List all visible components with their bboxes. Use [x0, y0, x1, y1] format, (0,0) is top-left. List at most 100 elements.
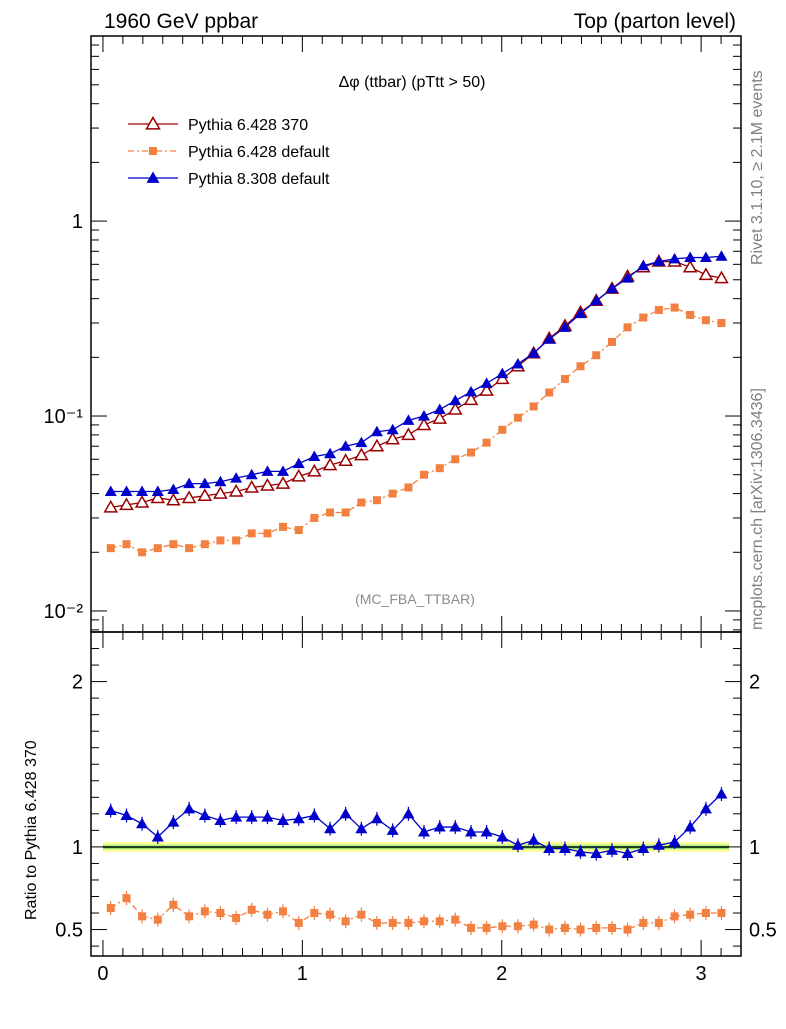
data-point — [402, 414, 415, 425]
data-point — [355, 436, 368, 448]
ratio-data-point — [370, 812, 383, 824]
data-point — [247, 529, 256, 538]
ratio-data-point — [511, 839, 524, 850]
side-mcplots-label: mcplots.cern.ch [arXiv:1306.3436] — [749, 388, 766, 630]
header-left: 1960 GeV ppbar — [104, 10, 258, 33]
data-point — [386, 423, 399, 435]
data-point — [637, 259, 650, 271]
data-point — [404, 483, 413, 492]
ratio-data-point — [310, 909, 319, 918]
header-right: Top (parton level) — [574, 10, 736, 33]
data-point — [479, 383, 494, 396]
data-point — [463, 392, 479, 406]
ratio-data-point — [637, 842, 650, 854]
data-point — [307, 463, 322, 477]
data-point — [263, 529, 272, 538]
data-point — [670, 303, 679, 312]
data-point — [136, 485, 149, 497]
data-point — [576, 362, 585, 371]
ratio-data-point — [198, 809, 211, 820]
data-point — [260, 478, 275, 491]
ratio-data-point — [574, 845, 587, 857]
data-point — [480, 377, 493, 388]
ratio-data-point — [560, 923, 569, 932]
data-point — [277, 465, 290, 476]
data-point — [261, 465, 274, 476]
data-point — [498, 425, 507, 434]
ratio-data-point — [214, 814, 227, 825]
data-point — [185, 544, 194, 553]
series-line — [110, 260, 722, 508]
data-point — [701, 316, 710, 325]
legend-marker — [146, 171, 160, 183]
ratio-data-point — [185, 912, 194, 921]
ratio-y-tick-label: 1 — [72, 837, 83, 859]
data-point — [449, 394, 462, 406]
data-point — [416, 417, 432, 431]
ratio-data-point — [261, 811, 274, 822]
data-point — [214, 475, 227, 487]
legend: Pythia 6.428 370 Pythia 6.428 default Pyth… — [128, 115, 330, 188]
data-point — [623, 323, 632, 332]
ratio-data-point — [136, 817, 149, 829]
data-point — [244, 479, 259, 493]
data-point — [527, 347, 540, 358]
side-rivet-label: Rivet 3.1.10, ≥ 2.1M events — [749, 70, 766, 265]
data-point — [385, 431, 400, 445]
ratio-data-point — [543, 842, 556, 854]
data-point — [275, 476, 291, 489]
ratio-data-point — [277, 814, 290, 825]
ratio-data-point — [232, 913, 241, 922]
data-point — [339, 440, 352, 451]
main-plot: 10⁻² 10⁻¹ 1 Δφ (ttbar) (pTtt > 50) (MC_FBA… — [44, 35, 742, 633]
ratio-data-point — [684, 821, 697, 832]
ratio-data-point — [167, 816, 180, 827]
ratio-series-1 — [104, 787, 728, 861]
ratio-ylabel: Ratio to Pythia 6.428 370 — [23, 740, 40, 920]
data-point — [668, 252, 681, 264]
ratio-data-point — [717, 909, 726, 918]
ratio-data-point — [151, 830, 164, 842]
plot-title: Δφ (ttbar) (pTtt > 50) — [339, 74, 486, 91]
series-2 — [104, 250, 728, 497]
ratio-data-point — [247, 905, 256, 914]
data-point — [169, 540, 178, 549]
legend-marker — [149, 147, 157, 155]
data-point — [216, 536, 225, 545]
data-point — [545, 388, 554, 397]
data-point — [232, 536, 241, 545]
data-point — [197, 488, 213, 501]
ratio-plot-series — [104, 787, 728, 937]
data-point — [151, 485, 164, 497]
data-point — [639, 313, 648, 322]
ratio-data-point — [480, 826, 493, 837]
data-point — [213, 486, 228, 499]
data-point — [511, 357, 524, 369]
legend-label: Pythia 6.428 default — [188, 144, 330, 161]
ratio-data-point — [621, 847, 634, 859]
ratio-data-point — [263, 910, 272, 919]
data-point — [401, 427, 416, 441]
ratio-plot-band — [102, 841, 730, 852]
data-point — [543, 333, 556, 344]
data-point — [308, 450, 321, 461]
ratio-data-point — [402, 807, 415, 819]
ratio-data-point — [433, 821, 446, 832]
y-tick-label: 1 — [72, 211, 83, 233]
data-point — [294, 526, 303, 535]
ratio-data-point — [607, 923, 616, 932]
x-tick-label: 1 — [297, 963, 308, 985]
data-point — [686, 310, 695, 319]
data-point — [138, 548, 147, 557]
ratio-data-point — [435, 917, 444, 926]
ratio-y-tick-label: 2 — [72, 672, 83, 694]
ratio-data-point — [355, 822, 368, 834]
data-point — [605, 282, 618, 294]
ratio-y-tick-label-right: 0.5 — [749, 920, 777, 942]
data-point — [354, 447, 369, 461]
data-point — [134, 495, 150, 508]
data-point — [592, 351, 601, 360]
data-point — [715, 250, 728, 261]
series-line — [110, 306, 722, 553]
ratio-data-point — [417, 826, 430, 837]
